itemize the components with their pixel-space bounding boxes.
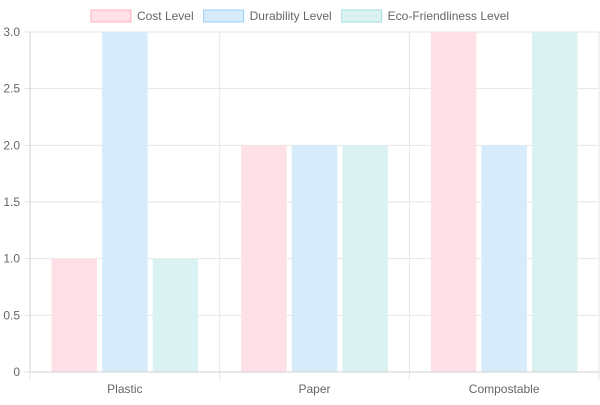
bar-compostable-durability-level[interactable] (481, 145, 527, 372)
legend-swatch-durability-level (203, 9, 245, 23)
y-tick-label: 0.5 (3, 308, 20, 322)
x-tick-label-compostable: Compostable (469, 382, 540, 396)
bar-paper-eco-friendliness-level[interactable] (342, 145, 388, 372)
bar-plastic-cost-level[interactable] (51, 258, 98, 372)
bars (51, 32, 578, 372)
legend-label-eco-friendliness-level: Eco-Friendliness Level (388, 9, 509, 23)
legend-item-durability-level[interactable]: Durability Level (203, 9, 332, 23)
bar-paper-cost-level[interactable] (241, 145, 287, 372)
legend-swatch-eco-friendliness-level (341, 9, 383, 23)
y-tick-label: 1.5 (3, 195, 20, 209)
y-tick-label: 1.0 (3, 252, 20, 266)
bar-plastic-durability-level[interactable] (102, 32, 148, 372)
y-tick-label: 2.5 (3, 82, 20, 96)
bar-compostable-eco-friendliness-level[interactable] (531, 32, 578, 372)
bar-paper-durability-level[interactable] (291, 145, 338, 372)
y-tick-label: 3.0 (3, 25, 20, 39)
chart-legend: Cost Level Durability Level Eco-Friendline… (90, 9, 509, 23)
y-tick-label: 0 (13, 365, 20, 379)
legend-label-durability-level: Durability Level (250, 9, 332, 23)
bar-compostable-cost-level[interactable] (430, 32, 477, 372)
x-tick-label-paper: Paper (298, 382, 330, 396)
y-tick-label: 2.0 (3, 138, 20, 152)
legend-swatch-cost-level (90, 9, 132, 23)
bar-plastic-eco-friendliness-level[interactable] (152, 258, 199, 372)
legend-item-eco-friendliness-level[interactable]: Eco-Friendliness Level (341, 9, 509, 23)
legend-item-cost-level[interactable]: Cost Level (90, 9, 194, 23)
legend-label-cost-level: Cost Level (137, 9, 194, 23)
axes: 0 0.5 1.0 1.5 2.0 2.5 3.0 Plastic Paper Compostab… (3, 25, 599, 396)
x-tick-label-plastic: Plastic (107, 382, 142, 396)
